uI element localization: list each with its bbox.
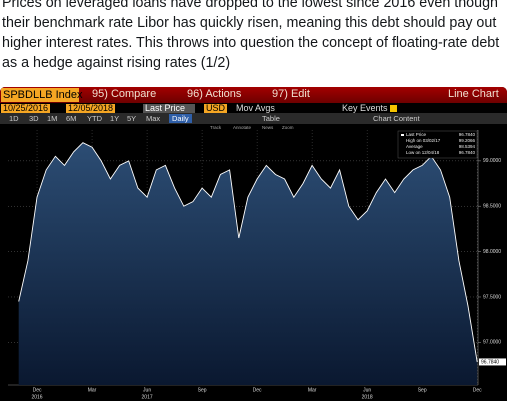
currency[interactable]: USD <box>204 103 228 113</box>
y-tick-label: 97.0000 <box>483 340 501 346</box>
end-date[interactable]: 12/05/2018 <box>66 103 116 113</box>
last-value-tag <box>479 358 506 366</box>
legend-value: 99.2066 <box>459 138 476 143</box>
frequency[interactable]: Daily <box>169 114 192 123</box>
tweet-line: as a hedge against rising rates (1/2) <box>2 55 231 71</box>
period-bar <box>0 113 507 124</box>
x-year-label: 2016 <box>31 394 42 400</box>
area-fill <box>18 142 478 385</box>
x-tick-label: Sep <box>418 387 427 393</box>
x-year-label: 2018 <box>362 394 373 400</box>
x-tick-label: Dec <box>33 387 42 393</box>
legend-value: 96.7840 <box>459 150 476 155</box>
tweet-line: higher interest rates. This throws into … <box>2 35 500 51</box>
mov-avgs[interactable]: Mov Avgs <box>236 103 275 113</box>
x-tick-label: Mar <box>88 387 97 393</box>
legend-label: Last Price <box>406 132 427 137</box>
menu-item[interactable]: 97) Edit <box>272 88 310 100</box>
field[interactable]: Last Price <box>143 104 195 113</box>
tool[interactable]: Track <box>210 125 222 130</box>
period[interactable]: Max <box>146 114 161 123</box>
key-events[interactable]: Key Events <box>342 103 388 113</box>
menu-item[interactable]: 96) Actions <box>187 88 242 100</box>
tool[interactable]: Annotate <box>233 125 252 130</box>
x-tick-label: Sep <box>198 387 207 393</box>
ticker: SPBDLLB Index <box>1 88 83 102</box>
legend-label: Low on 12/04/18 <box>406 150 440 155</box>
key-events-box <box>390 105 397 112</box>
x-tick-label: Jun <box>143 387 151 393</box>
x-tick-label: Mar <box>308 387 317 393</box>
tool[interactable]: News <box>262 125 274 130</box>
x-year-label: 2017 <box>142 394 153 400</box>
legend-swatch <box>401 134 404 136</box>
period[interactable]: 3D <box>29 114 39 123</box>
toolbar <box>0 87 507 103</box>
chart-content[interactable]: Chart Content <box>373 114 420 123</box>
y-tick-label: 98.0000 <box>483 249 501 255</box>
legend-label: Average <box>406 144 423 149</box>
x-tick-label: Dec <box>253 387 262 393</box>
legend-box <box>397 130 478 159</box>
period[interactable]: 1Y <box>110 114 120 123</box>
legend-value: 96.7840 <box>459 132 476 137</box>
line <box>18 142 478 363</box>
tweet-line: their benchmark rate Libor has quickly r… <box>2 15 497 31</box>
y-tick-label: 98.5000 <box>483 204 501 210</box>
period[interactable]: 1M <box>47 114 58 123</box>
period[interactable]: YTD <box>87 114 102 123</box>
chart-kind: Line Chart <box>448 88 499 100</box>
tool[interactable]: Zoom <box>282 125 294 130</box>
y-tick-label: 99.0000 <box>483 158 501 164</box>
period[interactable]: 1D <box>9 114 19 123</box>
tweet-line: Prices on leveraged loans have dropped t… <box>2 0 498 11</box>
legend-value: 98.5394 <box>459 144 476 149</box>
period[interactable]: 5Y <box>127 114 137 123</box>
start-date[interactable]: 10/25/2016 <box>1 103 51 113</box>
last-value-label: 96.7840 <box>481 359 499 365</box>
table-button[interactable]: Table <box>262 114 280 123</box>
x-tick-label: Dec <box>473 387 482 393</box>
period[interactable]: 6M <box>66 114 77 123</box>
x-tick-label: Jun <box>363 387 371 393</box>
menu-item[interactable]: 95) Compare <box>92 88 157 100</box>
legend-label: High on 03/02/17 <box>406 138 441 143</box>
y-tick-label: 97.5000 <box>483 294 501 300</box>
